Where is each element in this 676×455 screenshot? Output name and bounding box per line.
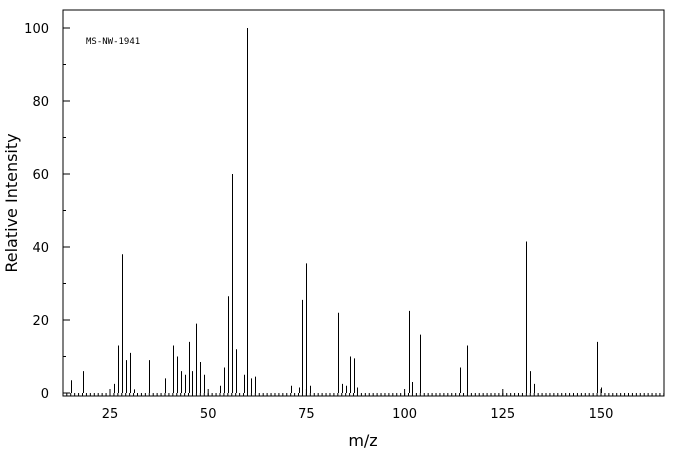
y-axis-ticks: 0 20 40 60 80 100 [24, 22, 70, 402]
y-tick-label: 60 [32, 168, 49, 183]
y-tick-label: 20 [32, 314, 49, 329]
y-tick-label: 0 [41, 387, 49, 402]
x-tick-label: 150 [589, 407, 614, 422]
y-tick-label: 100 [24, 22, 49, 37]
x-axis-title: m/z [348, 431, 377, 450]
plot-frame [62, 9, 665, 397]
x-axis-ticks: 255075100125150175 [102, 389, 614, 422]
x-tick-label: 75 [298, 407, 315, 422]
y-axis-title: Relative Intensity [2, 133, 21, 272]
x-tick-label: 125 [490, 407, 515, 422]
y-tick-label: 40 [32, 241, 49, 256]
minor-ticks [63, 64, 665, 396]
x-tick-label: 100 [392, 407, 417, 422]
x-tick-label: 25 [102, 407, 119, 422]
spectrum-id-annotation: MS-NW-1941 [86, 37, 140, 47]
spectrum-peaks [71, 28, 602, 393]
y-tick-label: 80 [32, 95, 49, 110]
x-tick-label: 50 [200, 407, 217, 422]
